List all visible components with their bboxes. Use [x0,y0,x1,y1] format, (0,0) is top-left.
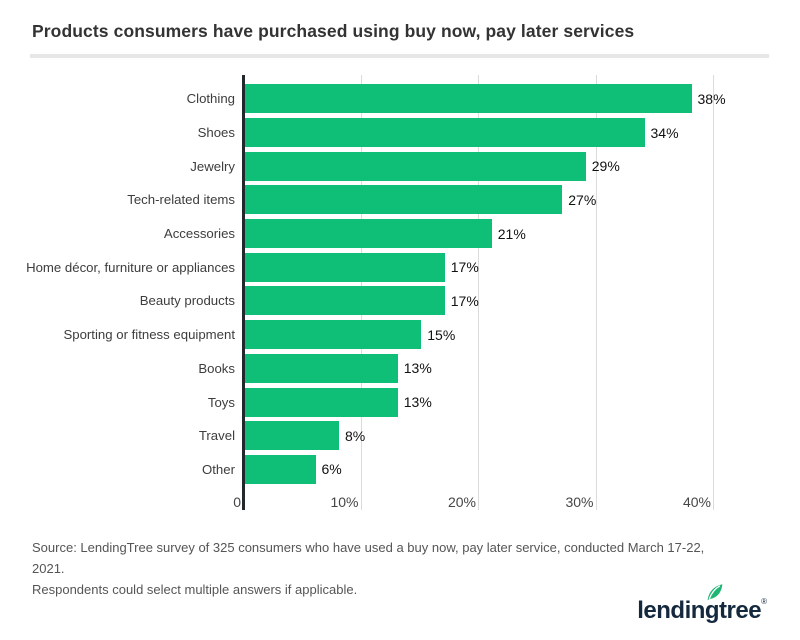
category-label: Books [198,360,235,376]
value-label: 15% [427,326,456,343]
logo-text: lendingtree [637,597,762,624]
category-label: Beauty products [139,293,235,309]
bar-accessories [245,219,492,249]
x-tick-label: 10% [330,494,359,510]
bar-row: Tech-related items 27% [0,183,800,217]
gridline-40% [713,75,714,510]
title-divider [30,54,769,58]
bar-home-d-cor-furniture-or-appliances [245,252,445,282]
lendingtree-logo: lendingtree® [637,584,767,625]
category-label: Tech-related items [127,192,235,208]
chart-title: Products consumers have purchased using … [32,21,635,41]
bar-row: Other 6% [0,453,800,487]
x-tick-label: 0 [233,494,241,510]
bar-row: Sporting or fitness equipment 15% [0,318,800,352]
category-label: Home décor, furniture or appliances [26,259,235,275]
bar-other [245,454,316,484]
category-label: Clothing [186,91,235,107]
x-tick-label: 30% [565,494,594,510]
value-label: 8% [345,427,366,444]
bar-row: Jewelry 29% [0,149,800,183]
value-label: 17% [450,259,479,276]
bar-chart: Clothing 38% Shoes 34% Jewelry 29% Tech-relate… [0,75,800,511]
registered-mark: ® [761,597,767,606]
bar-row: Travel 8% [0,419,800,453]
category-label: Shoes [197,125,235,141]
bar-clothing [245,84,692,114]
source-line-1: Source: LendingTree survey of 325 consum… [32,540,705,576]
bar-beauty-products [245,286,445,316]
source-line-2: Respondents could select multiple answer… [32,582,358,597]
value-label: 13% [403,394,432,411]
leaf-icon [707,584,723,601]
category-label: Accessories [163,226,235,242]
bar-rows: Clothing 38% Shoes 34% Jewelry 29% Tech-relate… [0,82,800,486]
source-note: Source: LendingTree survey of 325 consum… [32,537,732,600]
bar-toys [245,387,398,417]
bar-row: Accessories 21% [0,217,800,251]
bar-jewelry [245,151,586,181]
value-label: 6% [321,461,342,478]
value-label: 27% [568,191,597,208]
gridline-20% [478,75,479,510]
category-label: Sporting or fitness equipment [63,327,235,343]
value-label: 38% [697,90,726,107]
x-tick-label: 40% [682,494,711,510]
y-axis-line [242,75,245,510]
bar-row: Beauty products 17% [0,284,800,318]
category-label: Toys [207,394,235,410]
value-label: 17% [450,292,479,309]
category-label: Jewelry [190,158,235,174]
bar-travel [245,421,339,451]
bar-tech-related-items [245,185,563,215]
value-label: 21% [497,225,526,242]
category-label: Other [202,461,235,477]
bar-row: Toys 13% [0,385,800,419]
bar-row: Clothing 38% [0,82,800,116]
bar-row: Home décor, furniture or appliances 17% [0,250,800,284]
bar-books [245,353,398,383]
value-label: 29% [591,158,620,175]
value-label: 34% [650,124,679,141]
category-label: Travel [198,428,235,444]
value-label: 13% [403,360,432,377]
x-tick-label: 20% [447,494,476,510]
gridline-30% [595,75,597,510]
bar-row: Books 13% [0,352,800,386]
bar-shoes [245,118,645,148]
bar-row: Shoes 34% [0,116,800,150]
bar-sporting-or-fitness-equipment [245,320,422,350]
